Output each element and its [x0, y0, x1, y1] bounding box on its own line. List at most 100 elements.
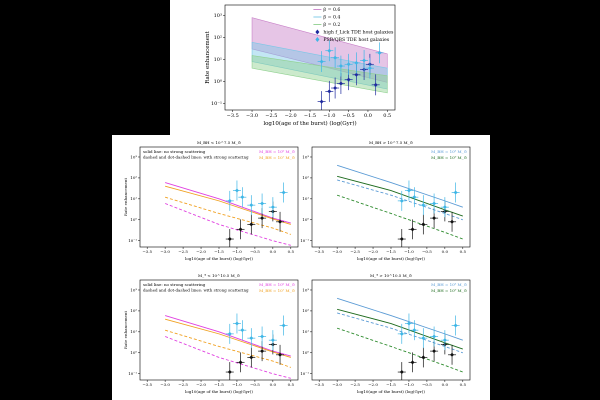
- data-point: [399, 370, 404, 375]
- x-tick-label: −0.5: [343, 113, 355, 119]
- data-point: [278, 352, 283, 357]
- data-point: [319, 59, 324, 64]
- data-point: [333, 55, 338, 60]
- chart-title: M_BH < 10^7.5 M_⊙: [197, 140, 241, 145]
- model-line-1: [164, 203, 291, 246]
- legend-entry: high f_Lick TDE host galaxies: [323, 30, 394, 36]
- data-point: [450, 219, 455, 224]
- x-tick-label: −0.5: [422, 382, 432, 387]
- x-tick-label: −1.0: [404, 382, 414, 387]
- data-point: [412, 328, 417, 333]
- legend-entry: M_BH = 10⁹ M_⊙: [431, 288, 467, 293]
- data-point: [249, 222, 254, 227]
- annotation: dashed and dot-dashed lines: with strong…: [143, 155, 249, 160]
- data-point: [432, 334, 437, 339]
- x-tick-label: −3.5: [227, 113, 239, 119]
- chart-background: [112, 135, 302, 270]
- plot-area: [251, 17, 388, 110]
- x-tick-label: 0.0: [270, 382, 277, 387]
- x-axis-label: log10(age of the burst) (log(Gyr)): [357, 256, 425, 261]
- data-point: [338, 64, 343, 69]
- y-tick-label: 10⁰: [302, 217, 309, 222]
- x-tick-label: −2.0: [368, 382, 378, 387]
- x-tick-label: 0.5: [383, 113, 391, 119]
- model-line-3: [165, 329, 291, 368]
- x-tick-label: −3.0: [160, 382, 170, 387]
- x-tick-label: −3.5: [314, 382, 324, 387]
- x-tick-label: −1.0: [232, 382, 242, 387]
- x-tick-label: 0.0: [442, 382, 449, 387]
- x-axis-label: log10(age of the burst) (log(Gyr)): [357, 389, 425, 394]
- x-tick-label: −2.5: [265, 113, 277, 119]
- data-point: [421, 222, 426, 227]
- data-point: [240, 195, 245, 200]
- data-point: [406, 321, 411, 326]
- y-tick-label: 10²: [130, 308, 137, 313]
- legend-entry: β = 0.6: [323, 7, 340, 13]
- x-tick-label: −2.0: [285, 113, 297, 119]
- data-point: [270, 205, 275, 210]
- series-1: [225, 180, 288, 218]
- x-tick-label: −3.5: [142, 249, 152, 254]
- y-tick-label: 10²: [130, 175, 137, 180]
- x-tick-label: −2.5: [350, 249, 360, 254]
- data-point: [412, 195, 417, 200]
- series-0: [225, 334, 285, 380]
- chart-title: M_BH > 10^7.5 M_⊙: [369, 140, 413, 145]
- y-tick-label: 10¹: [214, 57, 222, 63]
- series-1: [397, 313, 460, 351]
- data-point: [432, 201, 437, 206]
- x-tick-label: −3.0: [246, 113, 258, 119]
- data-point: [399, 198, 404, 203]
- data-point: [421, 355, 426, 360]
- x-tick-label: −2.0: [196, 249, 206, 254]
- x-tick-label: 0.5: [460, 382, 467, 387]
- y-axis-label: Rate enhancement: [123, 178, 128, 217]
- data-point: [260, 201, 265, 206]
- legend-entry: M_BH = 10⁸ M_⊙: [431, 282, 467, 287]
- legend-entry: β = 0.4: [323, 15, 340, 21]
- x-tick-label: −1.0: [232, 249, 242, 254]
- chart-background: [112, 267, 302, 400]
- y-tick-label: 10³: [302, 287, 309, 292]
- data-point: [260, 334, 265, 339]
- x-tick-label: 0.5: [288, 382, 295, 387]
- y-tick-label: 10⁻¹: [300, 238, 309, 243]
- model-line-0: [165, 315, 291, 357]
- plot-area: [336, 297, 463, 380]
- data-point: [442, 338, 447, 343]
- data-point: [227, 370, 232, 375]
- chart-top: −3.5 −3.0 −2.5 −2.0 −1.5 −1.0 −0.5 0.0 0.5 10⁻¹ 10…: [170, 0, 430, 140]
- data-point: [260, 349, 265, 354]
- x-tick-label: −1.5: [304, 113, 316, 119]
- legend-entry: M_BH = 10⁸ M_⊙: [431, 149, 467, 154]
- data-point: [249, 355, 254, 360]
- y-tick-label: 10²: [302, 308, 309, 313]
- series-1: [225, 313, 288, 351]
- annotation: solid line: no strong scattering: [143, 282, 206, 287]
- x-tick-label: 0.0: [442, 249, 449, 254]
- series-0: [397, 201, 457, 247]
- y-tick-label: 10¹: [130, 329, 137, 334]
- data-point: [270, 338, 275, 343]
- plot-area: [164, 313, 291, 380]
- x-tick-label: 0.0: [270, 249, 277, 254]
- x-tick-label: 0.5: [460, 249, 467, 254]
- data-point: [432, 349, 437, 354]
- x-axis-label: log10(age of the burst) (log(Gyr)): [185, 256, 253, 261]
- data-point: [338, 81, 343, 86]
- data-point: [362, 58, 367, 63]
- data-point: [354, 72, 359, 77]
- x-tick-label: −1.5: [214, 382, 224, 387]
- band-2: [251, 55, 388, 94]
- y-tick-label: 10⁻¹: [128, 238, 137, 243]
- model-line-0: [336, 297, 463, 341]
- data-point: [453, 190, 458, 195]
- annotation: solid line: no strong scattering: [143, 149, 206, 154]
- data-point: [227, 237, 232, 242]
- x-tick-label: −3.0: [332, 249, 342, 254]
- legend-entry: M_BH = 10⁷ M_⊙: [259, 288, 295, 293]
- model-line-0: [336, 164, 463, 208]
- x-tick-label: −3.0: [332, 382, 342, 387]
